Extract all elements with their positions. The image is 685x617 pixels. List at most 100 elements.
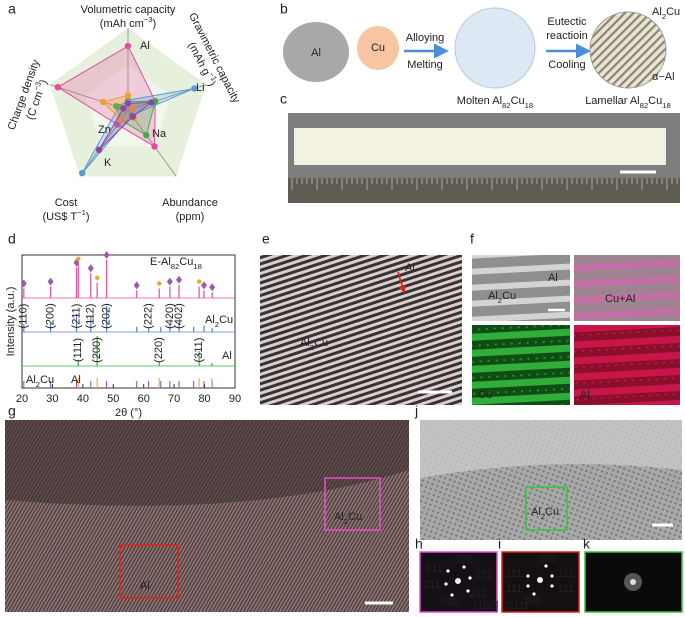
data-point — [151, 143, 158, 150]
data-point — [148, 99, 155, 106]
text-part: Al — [26, 374, 36, 386]
text-part: ) — [153, 18, 157, 30]
phase-marker — [166, 277, 173, 286]
eds-map — [574, 325, 680, 405]
peak-label: (211) — [70, 304, 82, 329]
fft-center — [455, 578, 461, 584]
peak-label: (111) — [72, 338, 84, 362]
legend-entry: E-Al82Cu18 — [150, 256, 202, 271]
zone-axis: [102] — [474, 600, 498, 612]
legend-entry: K — [104, 157, 112, 169]
data-point — [113, 102, 120, 110]
data-point — [129, 105, 136, 112]
fft-center — [630, 579, 636, 585]
background-region — [420, 420, 682, 478]
panel-label: c — [280, 91, 287, 107]
spot-index: 211 — [425, 563, 443, 575]
text-part: Cost — [55, 197, 78, 209]
al-blob — [283, 22, 349, 82]
text-part: 2 — [662, 12, 666, 21]
text-part: 2 — [498, 296, 502, 305]
label: Al — [311, 47, 321, 59]
spot-index: 111 — [558, 568, 575, 580]
text-part: 2 — [541, 512, 545, 521]
fft-spot — [468, 576, 472, 580]
text-part: Al — [71, 374, 81, 386]
label: Al — [548, 272, 558, 284]
peak-label: (311) — [193, 338, 205, 363]
zone-axis: [011] — [504, 600, 528, 612]
label: Eutectic — [547, 16, 587, 28]
legend-entry: Li — [196, 82, 205, 94]
panel-label: e — [262, 231, 270, 247]
text-part: −3 — [144, 15, 153, 24]
phase-marker — [200, 281, 207, 290]
label: Melting — [407, 59, 442, 71]
text-part: Cu — [545, 506, 559, 518]
fft-spot — [462, 565, 466, 569]
text-part: 2 — [310, 343, 314, 352]
data-point — [143, 132, 150, 139]
text-part: (US$ T — [42, 211, 77, 223]
text-part: 82 — [502, 101, 511, 110]
label: Al2Cu — [300, 337, 328, 352]
peak-label: (402) — [173, 303, 185, 329]
text-part: Al — [652, 6, 662, 18]
molten-circle — [454, 7, 536, 89]
data-point — [191, 85, 198, 92]
label: Al2Cu — [488, 290, 516, 305]
text-part: 18 — [525, 101, 534, 110]
text-part: Al — [488, 290, 498, 302]
cu-blob — [357, 26, 399, 70]
x-tick-label: 70 — [168, 393, 180, 405]
phase-marker — [76, 256, 81, 261]
text-part: Cu — [648, 95, 662, 107]
text-part: Abundance — [162, 197, 218, 209]
peak-label: (420) — [164, 303, 176, 329]
fft-spot — [526, 574, 530, 578]
label: Cu+Al — [605, 293, 635, 305]
roi-box — [525, 486, 568, 531]
fft-spot — [550, 584, 554, 588]
text-part: Cu — [511, 95, 525, 107]
series-area — [56, 45, 156, 148]
phase-marker — [94, 275, 100, 280]
peak-label: (222) — [142, 303, 154, 329]
label: Al — [140, 580, 150, 592]
label: Al — [405, 262, 415, 274]
panel-label: j — [414, 403, 418, 419]
label: Cooling — [548, 59, 585, 71]
spot-index: 111 — [558, 583, 575, 595]
data-point — [124, 42, 132, 50]
text-part: −1 — [207, 70, 219, 82]
x-axis-label: 2θ (°) — [115, 407, 142, 419]
text-part: Volumetric capacity — [81, 4, 176, 16]
y-axis-label: Intensity (a.u.) — [5, 287, 17, 357]
spot-index: 211 — [475, 569, 493, 581]
legend-entry: Al2Cu — [205, 314, 233, 329]
fft-spot — [446, 569, 450, 573]
arrow — [397, 271, 406, 294]
phase-marker — [209, 283, 216, 292]
data-point — [129, 113, 137, 120]
label: Al2Cu — [652, 6, 680, 21]
ribbon — [294, 128, 666, 165]
text-part: ) — [205, 80, 217, 89]
legend-entry: Al — [140, 40, 150, 52]
x-tick-label: 40 — [77, 393, 89, 405]
panel-label: k — [583, 536, 591, 552]
fft-spot — [450, 593, 454, 597]
text-part: Cu — [40, 374, 54, 386]
text-part: Cu — [348, 511, 362, 523]
axis-label: Abundance — [162, 197, 218, 209]
peak-label: (200) — [45, 303, 57, 329]
label: Lamellar Al82Cu18 — [585, 95, 671, 110]
data-point — [120, 105, 127, 112]
text-part: Cu — [502, 290, 516, 302]
text-part: Al — [205, 314, 215, 326]
text-part: Cu — [314, 337, 328, 349]
axis-label: (ppm) — [176, 211, 205, 223]
data-point — [54, 83, 62, 91]
label: Cu — [371, 42, 385, 54]
panel-label: b — [280, 1, 288, 17]
